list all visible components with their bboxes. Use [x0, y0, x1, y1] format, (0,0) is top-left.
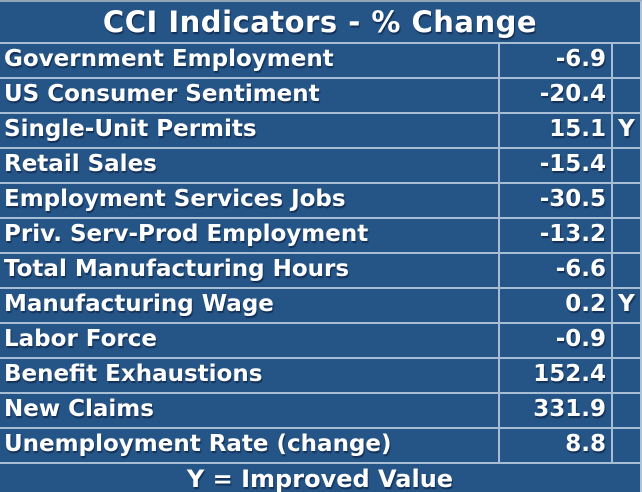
- indicator-value: -13.2: [498, 219, 611, 252]
- improved-flag: [611, 359, 640, 392]
- table-row: Unemployment Rate (change) 8.8: [0, 427, 640, 462]
- indicator-value: -20.4: [498, 79, 611, 112]
- improved-flag: [611, 324, 640, 357]
- indicator-label: Employment Services Jobs: [4, 186, 346, 212]
- indicator-value: -15.4: [498, 149, 611, 182]
- indicator-label: Government Employment: [4, 46, 334, 72]
- improved-flag: [611, 254, 640, 287]
- indicator-label: Retail Sales: [4, 151, 157, 177]
- indicator-value: -6.6: [498, 254, 611, 287]
- improved-flag: [611, 149, 640, 182]
- table-row: Single-Unit Permits 15.1 Y: [0, 112, 640, 147]
- indicator-value: -0.9: [498, 324, 611, 357]
- indicator-value: -30.5: [498, 184, 611, 217]
- indicator-label: Labor Force: [4, 326, 157, 352]
- table-title: CCI Indicators - % Change: [102, 5, 538, 39]
- improved-flag: [611, 394, 640, 427]
- table-row: Retail Sales -15.4: [0, 147, 640, 182]
- indicator-label: Priv. Serv-Prod Employment: [4, 221, 369, 247]
- table-row: US Consumer Sentiment -20.4: [0, 77, 640, 112]
- improved-flag: Y: [611, 114, 640, 147]
- indicator-value: 15.1: [498, 114, 611, 147]
- table-row: Benefit Exhaustions 152.4: [0, 357, 640, 392]
- indicator-value: 8.8: [498, 429, 611, 462]
- improved-flag: [611, 219, 640, 252]
- improved-flag: [611, 184, 640, 217]
- indicator-value: 152.4: [498, 359, 611, 392]
- table-row: Employment Services Jobs -30.5: [0, 182, 640, 217]
- footnote-improved-value: Y = Improved Value: [0, 462, 640, 492]
- indicator-label: Total Manufacturing Hours: [4, 256, 350, 282]
- indicator-label: Benefit Exhaustions: [4, 361, 263, 387]
- indicator-label: Unemployment Rate (change): [4, 431, 392, 457]
- improved-flag: Y: [611, 289, 640, 322]
- table-row: Labor Force -0.9: [0, 322, 640, 357]
- table-row: New Claims 331.9: [0, 392, 640, 427]
- table-row: Manufacturing Wage 0.2 Y: [0, 287, 640, 322]
- table-row: Government Employment -6.9: [0, 42, 640, 77]
- indicator-value: 0.2: [498, 289, 611, 322]
- indicator-label: Single-Unit Permits: [4, 116, 257, 142]
- improved-flag: [611, 79, 640, 112]
- table-row: Total Manufacturing Hours -6.6: [0, 252, 640, 287]
- indicator-label: Manufacturing Wage: [4, 291, 274, 317]
- table-row: Priv. Serv-Prod Employment -13.2: [0, 217, 640, 252]
- indicator-label: New Claims: [4, 396, 154, 422]
- improved-flag: [611, 44, 640, 77]
- indicator-label: US Consumer Sentiment: [4, 81, 320, 107]
- indicator-value: -6.9: [498, 44, 611, 77]
- indicator-value: 331.9: [498, 394, 611, 427]
- improved-flag: [611, 429, 640, 462]
